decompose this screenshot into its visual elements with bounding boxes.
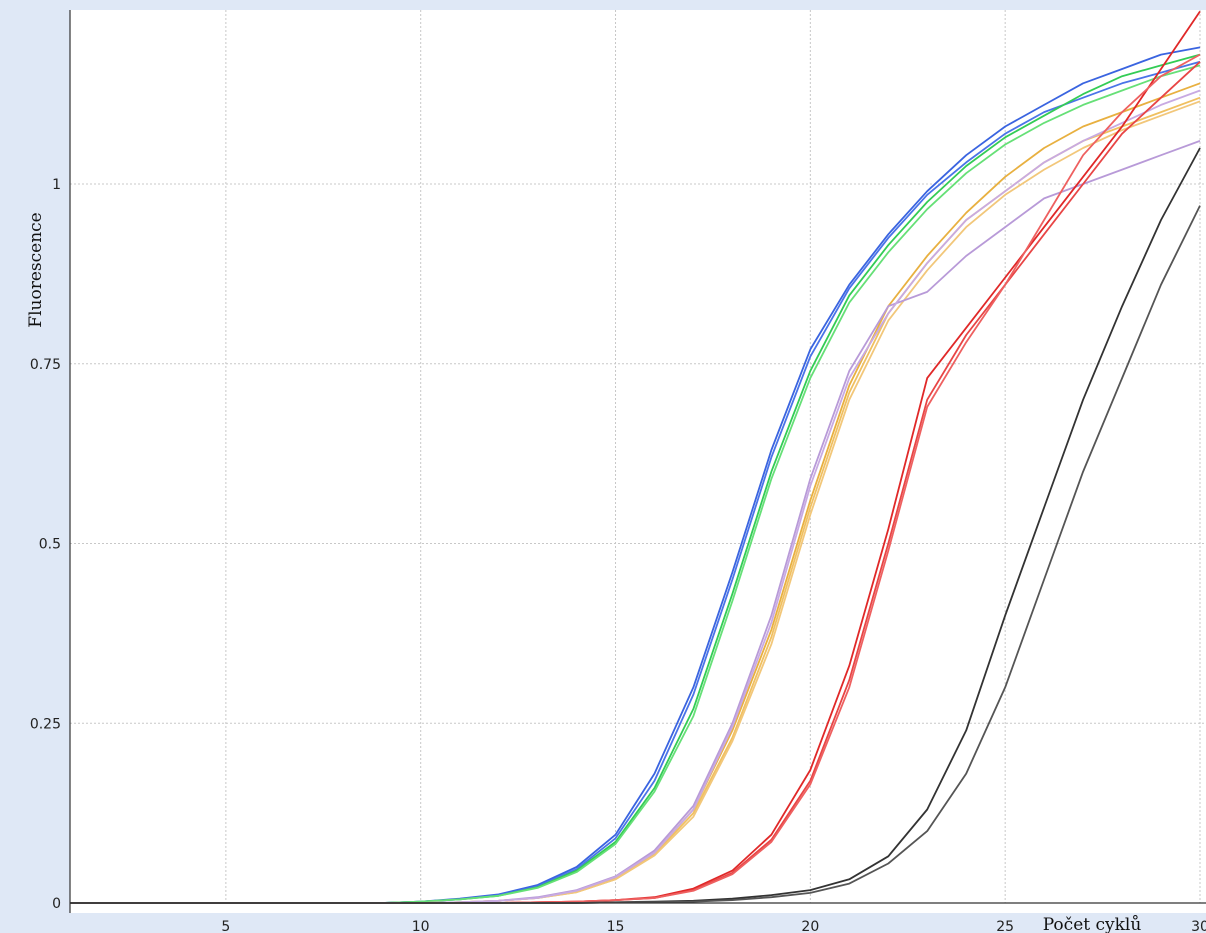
y-tick-label: 0.25 xyxy=(30,716,61,732)
x-axis-title: Počet cyklů xyxy=(1043,915,1142,933)
x-tick-label: 30 xyxy=(1191,919,1206,933)
y-tick-label: 0.75 xyxy=(30,357,61,373)
y-tick-label: 0.5 xyxy=(39,537,61,553)
x-tick-label: 15 xyxy=(607,919,625,933)
plot-background xyxy=(70,10,1206,913)
tick-labels: 5 10 15 20 25 30 0 0.25 0.5 0.75 1 xyxy=(30,177,1206,933)
y-axis-title: Fluorescence xyxy=(26,212,46,327)
grid xyxy=(70,10,1206,903)
x-tick-label: 5 xyxy=(221,919,230,933)
x-tick-label: 25 xyxy=(996,919,1014,933)
x-tick-label: 20 xyxy=(801,919,819,933)
y-tick-label: 1 xyxy=(52,177,61,193)
x-tick-label: 10 xyxy=(412,919,430,933)
y-tick-label: 0 xyxy=(52,896,61,912)
